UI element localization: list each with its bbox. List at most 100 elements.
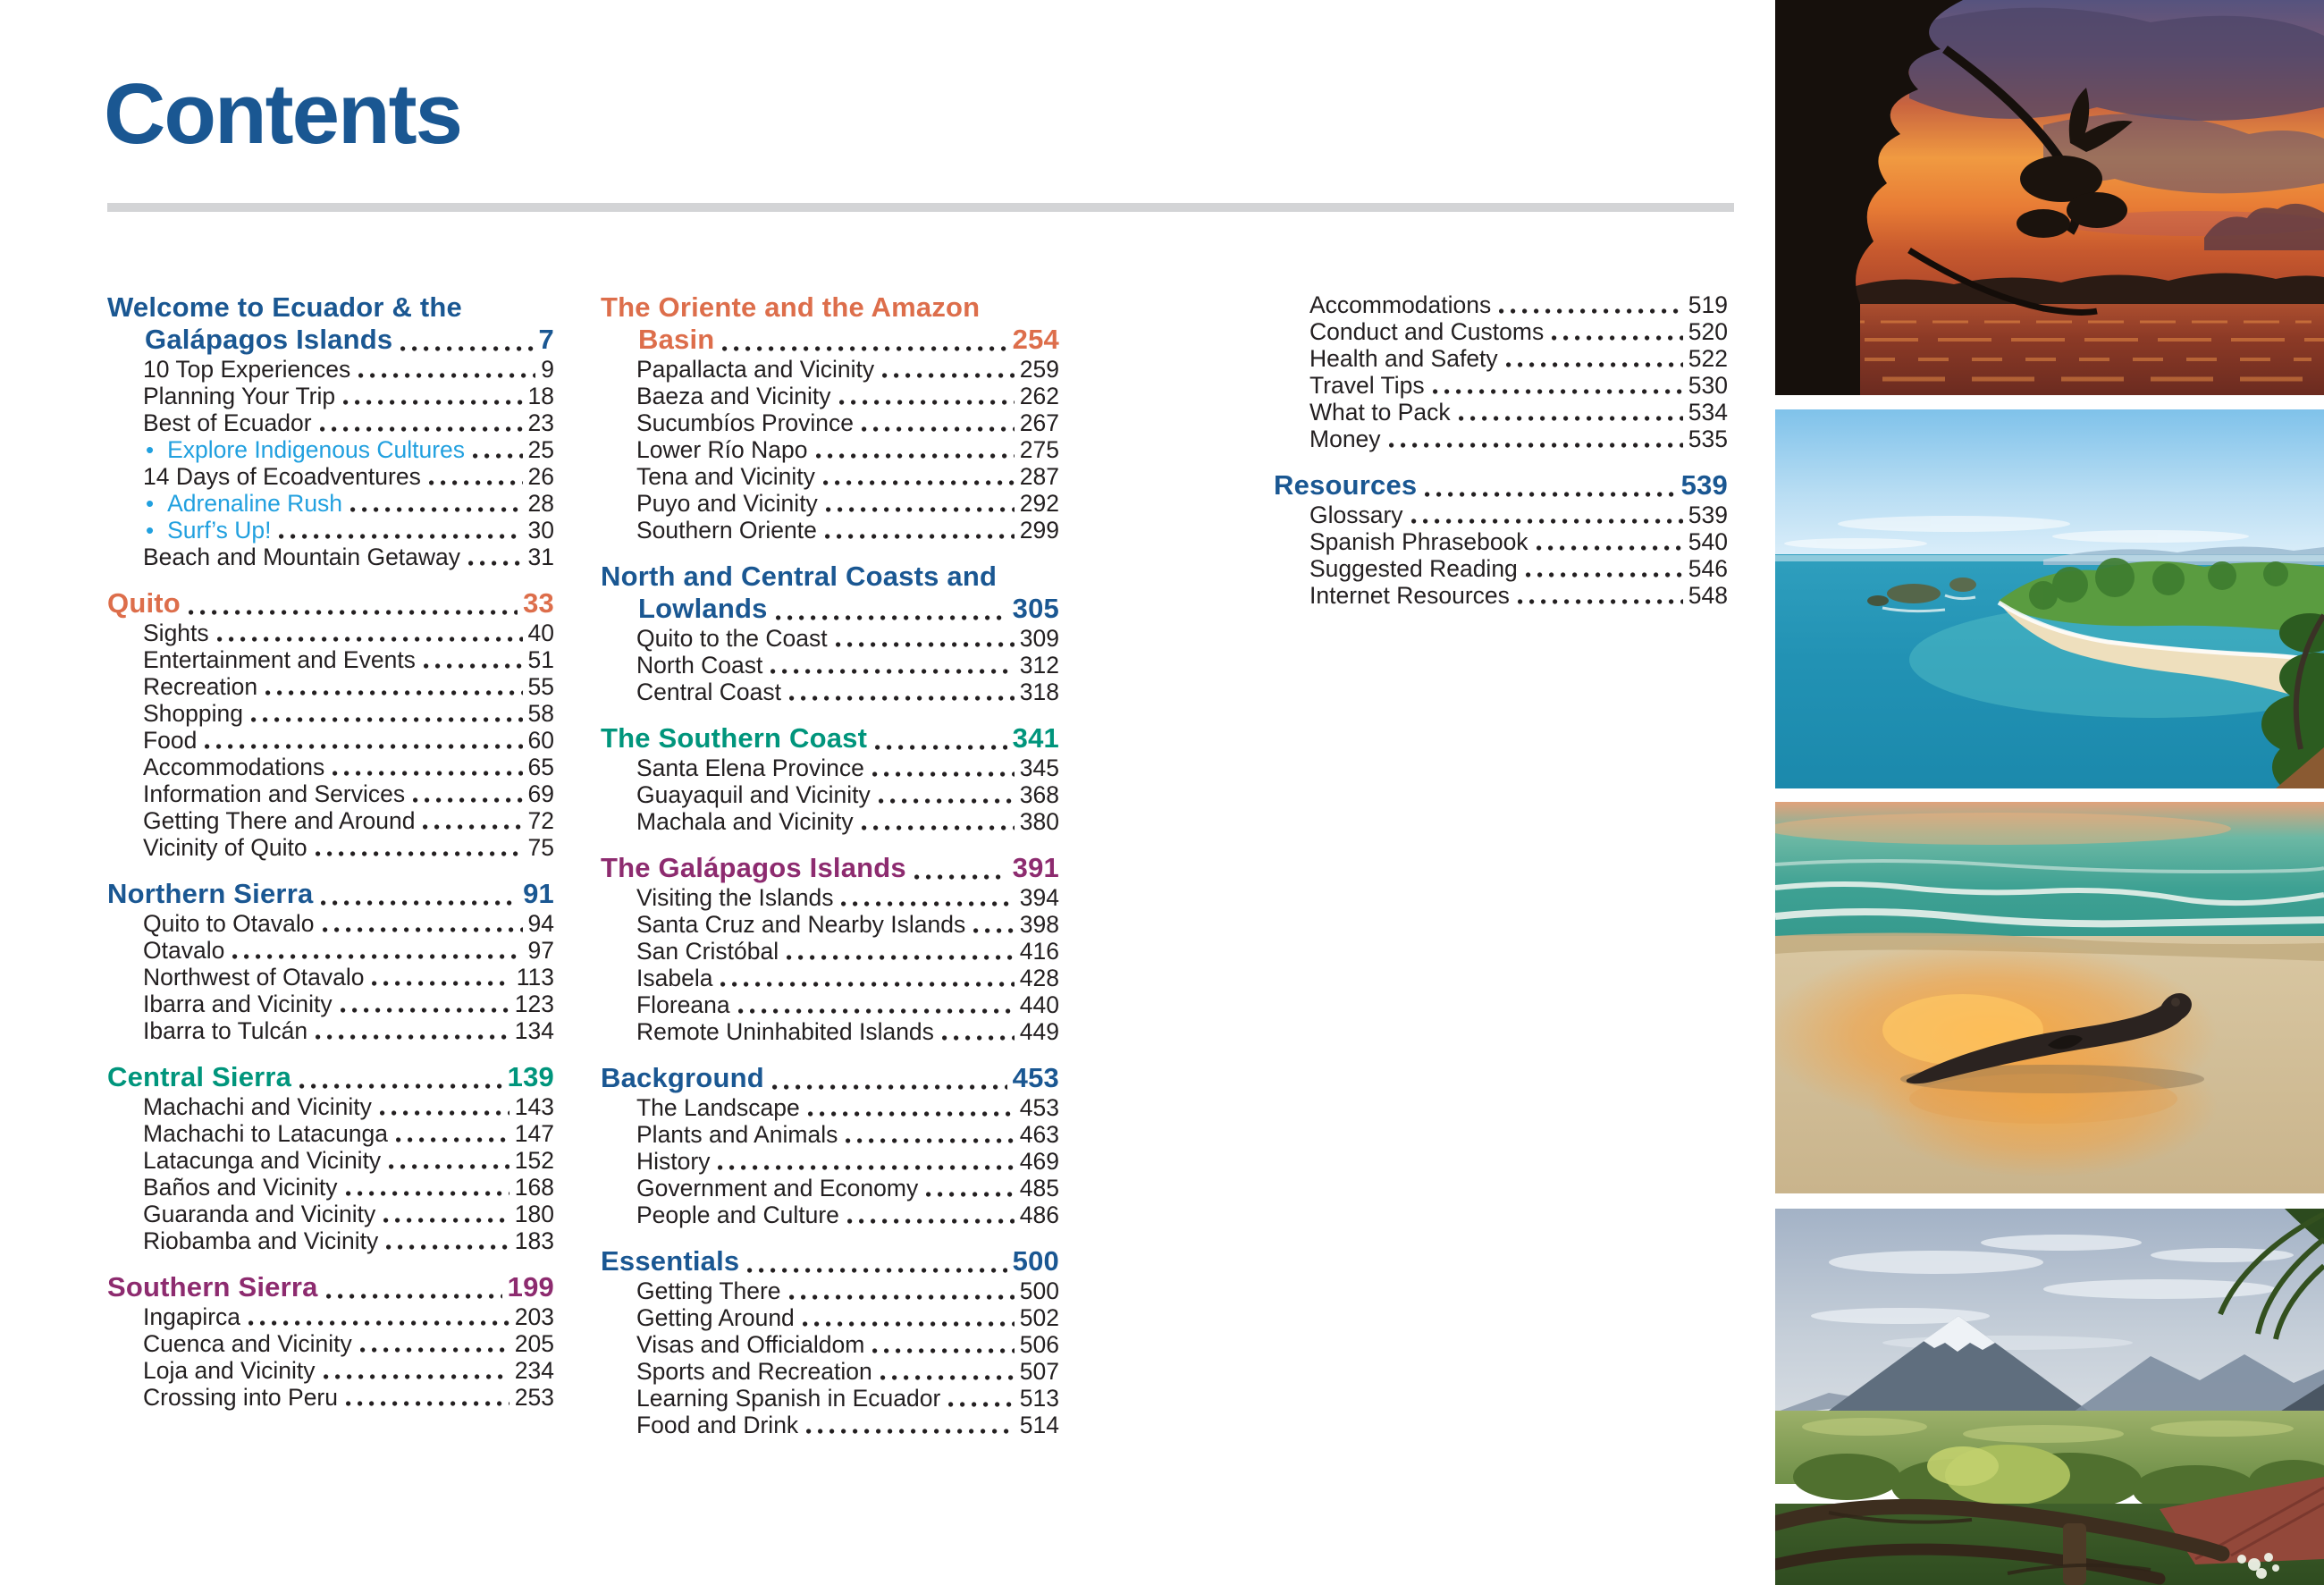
entry-label: Machachi to Latacunga xyxy=(143,1120,389,1147)
entry-label: Baños and Vicinity xyxy=(143,1174,338,1201)
toc-entry: Ingapirca 203 xyxy=(107,1303,554,1330)
toc-entry: Riobamba and Vicinity 183 xyxy=(107,1227,554,1254)
toc-section-northern-sierra: Northern Sierra 91 Quito to Otavalo 94 Otava… xyxy=(107,878,554,1044)
page-number: 134 xyxy=(514,1017,554,1044)
entry-label: Central Coast xyxy=(636,679,782,705)
page-number: 546 xyxy=(1688,555,1728,582)
toc-entry: Visiting the Islands 394 xyxy=(601,884,1059,911)
page-number: 522 xyxy=(1688,345,1728,372)
leader-dots xyxy=(1499,308,1683,315)
entry-label: Money xyxy=(1309,426,1381,452)
toc-entry: Machachi and Vicinity 143 xyxy=(107,1093,554,1120)
toc-column-3: Accommodations 519 Conduct and Customs 520 H… xyxy=(1274,291,1728,609)
leader-dots xyxy=(973,927,1015,934)
leader-dots xyxy=(340,1007,509,1014)
leader-dots xyxy=(1552,334,1683,341)
page-number: 9 xyxy=(541,356,554,383)
page-number: 168 xyxy=(514,1174,554,1201)
page-number: 469 xyxy=(1019,1148,1059,1175)
page-number: 394 xyxy=(1019,884,1059,911)
leader-dots xyxy=(807,1110,1015,1117)
leader-dots xyxy=(802,1320,1015,1328)
page-number: 500 xyxy=(1019,1277,1059,1304)
toc-column-2: The Oriente and the Amazon Basin 254 Papall… xyxy=(601,291,1059,1438)
page-number: 398 xyxy=(1019,911,1059,938)
page-number: 341 xyxy=(1012,722,1059,754)
entry-label: Adrenaline Rush xyxy=(167,490,343,517)
page-number: 69 xyxy=(527,780,554,807)
section-label: The Oriente and the Amazon xyxy=(601,291,981,323)
toc-entry: Glossary 539 xyxy=(1274,502,1728,528)
page-number: 26 xyxy=(527,463,554,490)
section-label: Quito xyxy=(107,587,181,619)
toc-entry: Food and Drink 514 xyxy=(601,1412,1059,1438)
entry-label: Accommodations xyxy=(143,754,325,780)
page-number: 416 xyxy=(1019,938,1059,965)
section-title: Resources 539 xyxy=(1274,469,1728,502)
leader-dots xyxy=(350,506,523,513)
leader-dots xyxy=(321,899,518,906)
entry-label: Plants and Animals xyxy=(636,1121,838,1148)
page-number: 514 xyxy=(1019,1412,1059,1438)
entry-label: Visiting the Islands xyxy=(636,884,834,911)
section-title: Northern Sierra 91 xyxy=(107,878,554,910)
entry-label: Quito to the Coast xyxy=(636,625,828,652)
toc-section-southern-sierra: Southern Sierra 199 Ingapirca 203 Cuenca and… xyxy=(107,1271,554,1411)
leader-dots xyxy=(325,1293,502,1300)
page-number: 530 xyxy=(1688,372,1728,399)
toc-entry: Southern Oriente 299 xyxy=(601,517,1059,544)
leader-dots xyxy=(423,823,523,830)
toc-entry: Quito to Otavalo 94 xyxy=(107,910,554,937)
page-number: 25 xyxy=(527,436,554,463)
leader-dots xyxy=(846,1218,1015,1225)
leader-dots xyxy=(232,953,523,960)
toc-entry: Money 535 xyxy=(1274,426,1728,452)
page-number: 183 xyxy=(514,1227,554,1254)
leader-dots xyxy=(423,662,523,670)
page-number: 33 xyxy=(523,587,554,619)
leader-dots xyxy=(838,399,1015,406)
toc-entry: Getting There 500 xyxy=(601,1277,1059,1304)
page-number: 143 xyxy=(514,1093,554,1120)
page-number: 254 xyxy=(1012,324,1059,355)
leader-dots xyxy=(720,981,1015,988)
entry-label: Food and Drink xyxy=(636,1412,799,1438)
toc-entry: Vicinity of Quito 75 xyxy=(107,834,554,861)
page-number: 502 xyxy=(1019,1304,1059,1331)
entry-label: Health and Safety xyxy=(1309,345,1498,372)
toc-entry: People and Culture 486 xyxy=(601,1201,1059,1228)
entry-label: Sucumbíos Province xyxy=(636,409,855,436)
leader-dots xyxy=(265,689,523,696)
leader-dots xyxy=(188,609,518,616)
leader-dots xyxy=(473,452,523,459)
page-number: 51 xyxy=(527,646,554,673)
page-number: 139 xyxy=(507,1061,554,1092)
toc-entry: Planning Your Trip 18 xyxy=(107,383,554,409)
leader-dots xyxy=(468,560,523,567)
toc-entry: Accommodations 519 xyxy=(1274,291,1728,318)
leader-dots xyxy=(319,426,523,433)
toc-section-central-sierra: Central Sierra 139 Machachi and Vicinity 14… xyxy=(107,1061,554,1254)
leader-dots xyxy=(322,926,523,933)
toc-entry: • Adrenaline Rush 28 xyxy=(107,490,554,517)
toc-entry: San Cristóbal 416 xyxy=(601,938,1059,965)
leader-dots xyxy=(822,479,1015,486)
leader-dots xyxy=(345,1190,509,1197)
toc-entry: Sights 40 xyxy=(107,620,554,646)
toc-entry: Conduct and Customs 520 xyxy=(1274,318,1728,345)
toc-entry: Recreation 55 xyxy=(107,673,554,700)
page-number: 539 xyxy=(1688,502,1728,528)
bullet-icon: • xyxy=(146,436,155,463)
leader-dots xyxy=(825,506,1015,513)
toc-entry: Getting Around 502 xyxy=(601,1304,1059,1331)
page-number: 18 xyxy=(527,383,554,409)
entry-label: Information and Services xyxy=(143,780,406,807)
toc-column-1: Welcome to Ecuador & the Galápagos Island… xyxy=(107,291,554,1411)
entry-label: Sports and Recreation xyxy=(636,1358,872,1385)
page-number: 203 xyxy=(514,1303,554,1330)
toc-entry: Floreana 440 xyxy=(601,991,1059,1018)
page-number: 540 xyxy=(1688,528,1728,555)
entry-label: Puyo and Vicinity xyxy=(636,490,818,517)
section-label: Lowlands xyxy=(638,593,768,624)
page-number: 305 xyxy=(1012,593,1059,624)
